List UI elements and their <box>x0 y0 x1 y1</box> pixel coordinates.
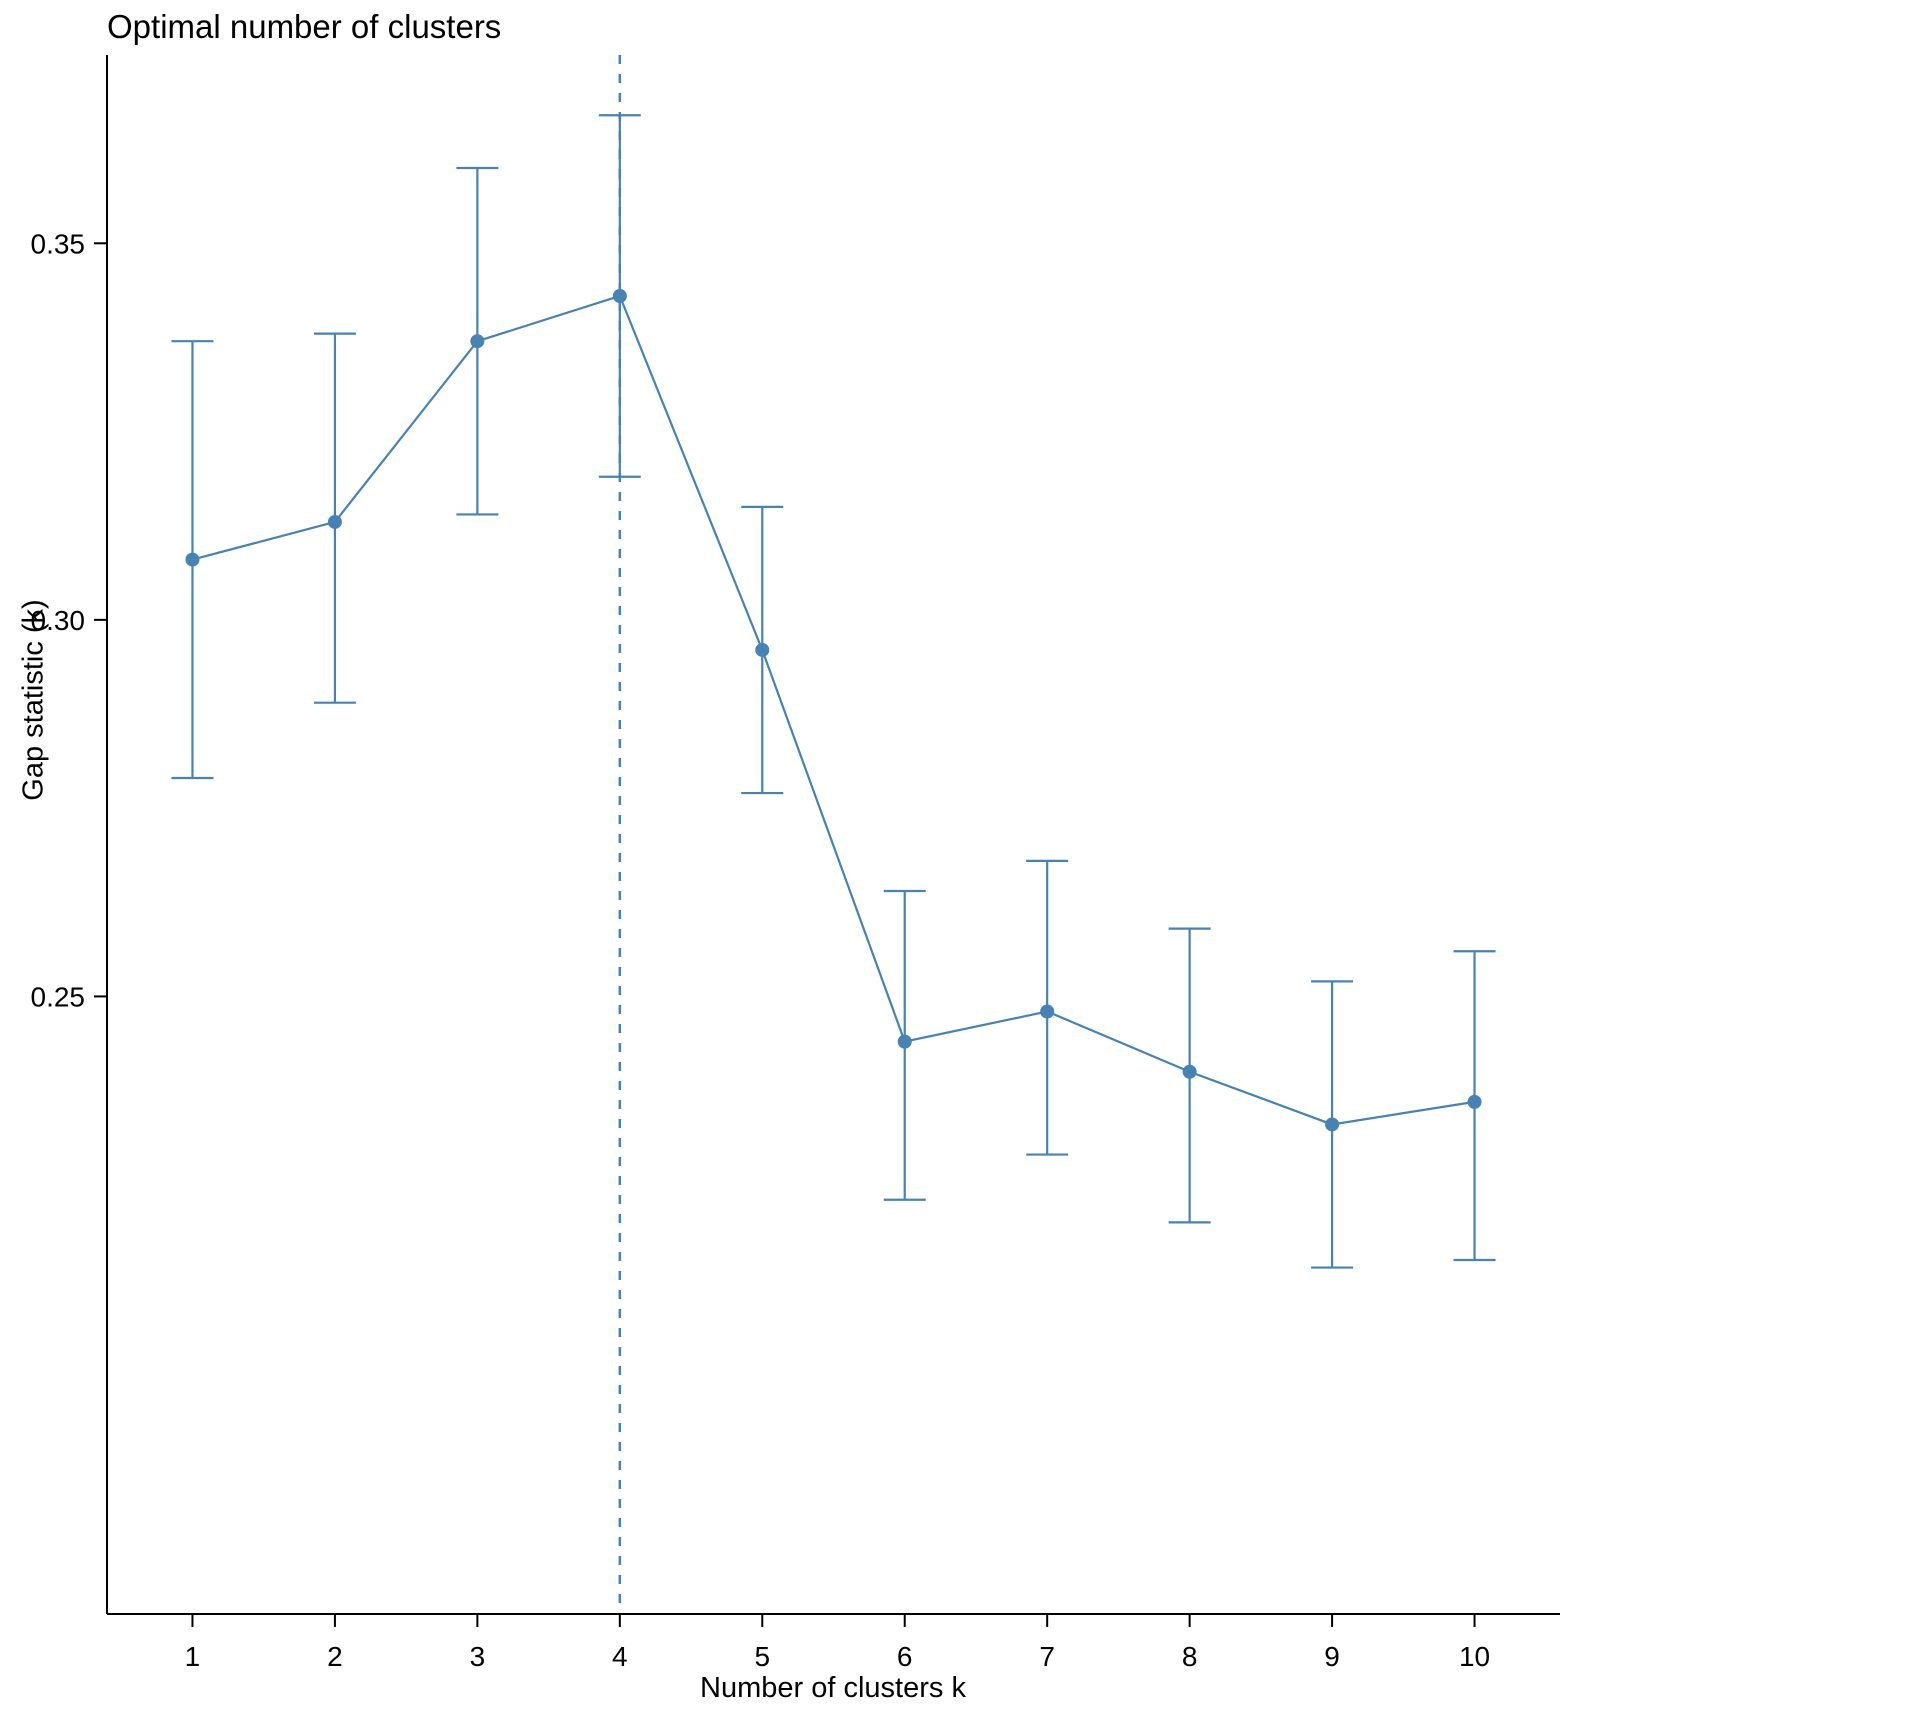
x-tick-label: 5 <box>754 1641 770 1672</box>
x-tick-label: 2 <box>327 1641 343 1672</box>
data-point <box>470 334 485 349</box>
data-point <box>1467 1094 1482 1109</box>
y-tick-label: 0.25 <box>31 981 86 1012</box>
data-point <box>1325 1117 1340 1132</box>
data-point <box>1182 1064 1197 1079</box>
data-point <box>327 514 342 529</box>
data-point <box>612 289 627 304</box>
gap-line <box>192 294 1475 1126</box>
data-point <box>185 552 200 567</box>
data-point <box>897 1034 912 1049</box>
x-axis-title: Number of clusters k <box>700 1672 966 1704</box>
x-tick-label: 7 <box>1039 1641 1055 1672</box>
x-tick-label: 4 <box>612 1641 628 1672</box>
x-tick-label: 3 <box>470 1641 486 1672</box>
y-tick-label: 0.35 <box>31 228 86 259</box>
chart-title: Optimal number of clusters <box>107 8 502 45</box>
data-point <box>755 642 770 657</box>
x-tick-label: 8 <box>1182 1641 1198 1672</box>
y-tick-label: 0.30 <box>31 605 86 636</box>
x-tick-label: 6 <box>897 1641 913 1672</box>
data-point <box>1040 1004 1055 1019</box>
x-tick-label: 10 <box>1459 1641 1490 1672</box>
x-tick-label: 1 <box>185 1641 201 1672</box>
x-tick-label: 9 <box>1324 1641 1340 1672</box>
